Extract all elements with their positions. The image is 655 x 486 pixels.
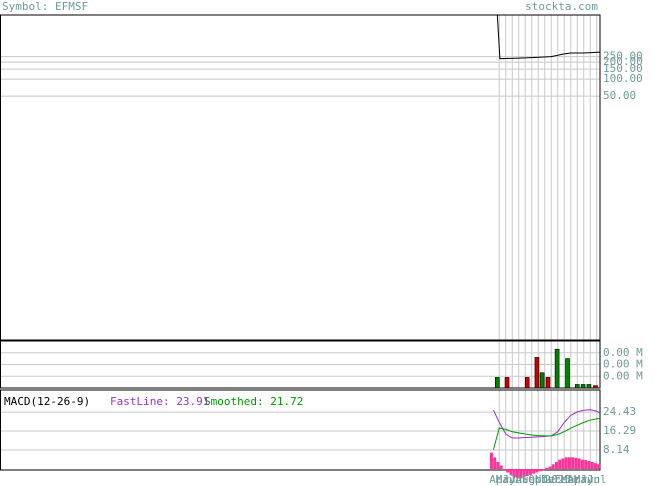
volume-bar [565,358,570,389]
macd-histogram-bar [554,462,558,469]
panel-frame [0,340,601,389]
macd-histogram-bar [512,468,516,478]
y-tick-label: 0.00 M [603,358,643,371]
macd-histogram-bar [597,464,601,469]
macd-title: MACD(12-26-9) [4,395,90,408]
x-tick-label: Jun [502,473,522,486]
series-line [492,417,601,451]
macd-histogram-bar [506,468,510,473]
macd-histogram-bar [528,468,532,475]
x-tick-label: Nov [535,473,555,486]
volume-bar [580,384,586,389]
panel-frame [0,389,601,471]
macd-histogram-bar [577,458,581,469]
x-tick-label: Oct [528,473,548,486]
volume-bar [494,377,500,389]
macd-histogram-bar [548,466,552,469]
macd-histogram-bar [574,457,578,469]
x-tick-label: 2025 [544,473,571,486]
x-tick-label: Jul [587,473,607,486]
volume-bar [504,377,510,389]
x-tick-label: Sep [522,473,542,486]
macd-histogram-bar [499,465,503,469]
macd-histogram-bar [532,468,536,474]
y-tick-label: 24.43 [603,405,636,418]
y-tick-label: 16.29 [603,424,636,437]
macd-histogram-bar [587,460,591,469]
macd-histogram-bar [489,452,493,469]
macd-histogram-bar [522,468,526,478]
macd-histogram-bar [580,459,584,469]
volume-bar [554,348,560,389]
x-tick-label: Jun [580,473,600,486]
macd-histogram-bar [493,457,497,469]
volume-bar [586,384,592,389]
y-tick-label: 8.14 [603,443,630,456]
volume-bar [524,377,530,389]
macd-histogram-bar [593,463,597,469]
volume-bar [534,357,540,389]
macd-histogram-bar [502,468,506,471]
symbol: Symbol: EFMSF [2,0,88,13]
macd-histogram-bar [509,468,513,475]
macd-histogram-bar [515,468,519,479]
x-tick-label: Jul [509,473,529,486]
series-line [496,14,601,60]
volume-bar [545,377,551,389]
y-tick-label: 200.00 [603,55,643,68]
macd-histogram-bar [558,459,562,469]
macd-histogram-bar [541,468,545,471]
macd-histogram-bar [496,462,500,469]
macd-histogram-bar [545,467,549,469]
macd-histogram-bar [571,457,575,469]
macd-histogram-bar [519,468,523,479]
panel-frame [0,14,601,341]
x-tick-label: Feb [554,473,574,486]
y-tick-label: 0.00 M [603,369,643,382]
macd-histogram-bar [584,460,588,469]
x-tick-label: Apr [489,473,509,486]
volume-bar [539,372,545,389]
legend-entry: Smoothed: 21.72 [204,395,303,408]
macd-histogram-bar [538,468,542,472]
legend-entry: FastLine: 23.91 [110,395,209,408]
y-tick-label: 150.00 [603,62,643,75]
macd-histogram-bar [564,457,568,469]
y-tick-label: 100.00 [603,72,643,85]
y-tick-label: 50.00 [603,89,636,102]
x-tick-label: Dec [541,473,561,486]
macd-histogram-bar [561,458,565,469]
volume-bar [593,385,598,389]
macd-histogram-bar [551,464,555,469]
y-tick-label: 0.00 M [603,346,643,359]
macd-histogram-bar [567,457,571,469]
site: stockta.com [525,0,598,13]
x-tick-label: Mar [561,473,581,486]
volume-bar [574,384,580,389]
x-tick-label: Apr [567,473,587,486]
x-tick-label: May [496,473,516,486]
macd-histogram-bar [535,468,539,473]
x-tick-label: May [574,473,594,486]
y-tick-label: 250.00 [603,50,643,63]
macd-histogram-bar [525,468,529,476]
x-tick-label: Aug [515,473,535,486]
macd-histogram-bar [590,462,594,469]
